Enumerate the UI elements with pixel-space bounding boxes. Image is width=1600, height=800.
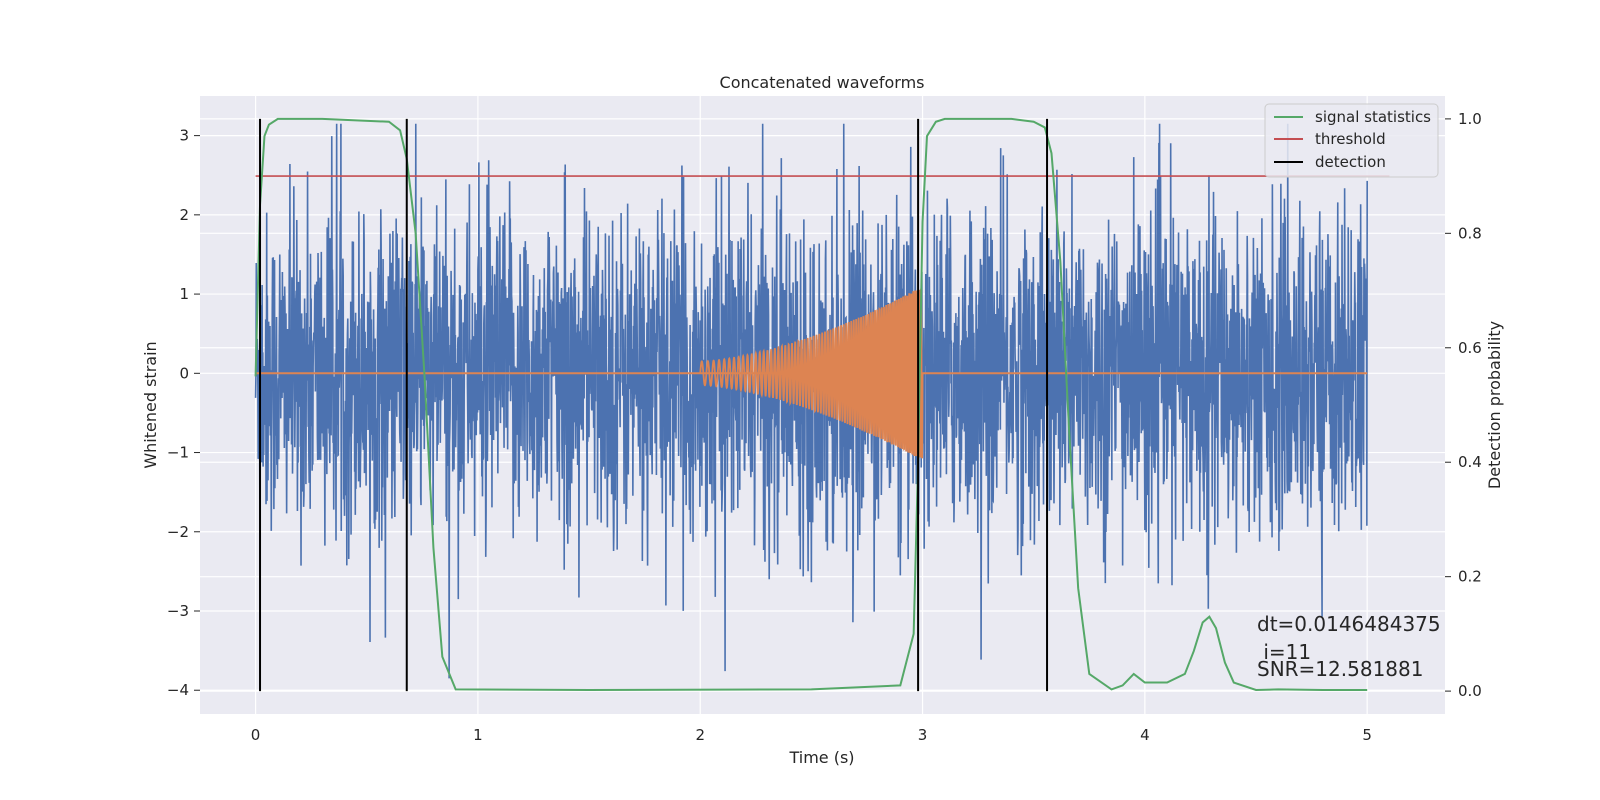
y2-tick-label: 0.4: [1458, 453, 1482, 471]
y-axis-label: Whitened strain: [141, 341, 160, 468]
annotation-i: i=11: [1257, 640, 1311, 664]
y-tick-label: 0: [179, 364, 189, 382]
y2-axis-label: Detection probability: [1485, 321, 1504, 489]
x-axis-ticks: 0 1 2 3 4 5: [251, 726, 1372, 744]
y2-tick-label: 0.6: [1458, 339, 1482, 357]
y2-tick-label: 1.0: [1458, 110, 1482, 128]
legend-box: [1264, 103, 1439, 178]
y2-tick-label: 0.8: [1458, 224, 1482, 242]
legend-label-signal-statistics: signal statistics: [1315, 108, 1431, 126]
legend-label-threshold: threshold: [1315, 130, 1386, 148]
y-tick-label: −2: [167, 523, 189, 541]
y-axis-ticks: −4 −3 −2 −1 0 1 2 3: [167, 127, 200, 699]
y-tick-label: 2: [179, 206, 189, 224]
y-tick-label: 3: [179, 127, 189, 145]
chirp-waveform-line: [699, 288, 924, 459]
x-tick-label: 1: [473, 726, 483, 744]
noise-strain-line: [254, 123, 1368, 679]
y2-tick-label: 0.2: [1458, 568, 1482, 586]
y-tick-label: 1: [179, 285, 189, 303]
annotation-snr: SNR=12.581881: [1257, 657, 1423, 681]
x-tick-label: 5: [1362, 726, 1372, 744]
plot-series: [254, 117, 1390, 692]
y2-axis-ticks: 0.0 0.2 0.4 0.6 0.8 1.0: [1445, 110, 1482, 700]
x-axis-label: Time (s): [788, 748, 854, 767]
x-tick-label: 3: [918, 726, 928, 744]
x-tick-label: 2: [695, 726, 705, 744]
legend: signal statistics threshold detection: [1264, 103, 1439, 178]
chart-title: Concatenated waveforms: [720, 73, 925, 92]
annotation-dt: dt=0.0146484375: [1257, 612, 1441, 636]
y-tick-label: −4: [167, 681, 189, 699]
x-tick-label: 4: [1140, 726, 1150, 744]
x-tick-label: 0: [251, 726, 261, 744]
y-tick-label: −3: [167, 602, 189, 620]
signal-statistics-line: [254, 117, 1368, 691]
legend-label-detection: detection: [1315, 153, 1386, 171]
y2-tick-label: 0.0: [1458, 682, 1482, 700]
y-tick-label: −1: [167, 444, 189, 462]
